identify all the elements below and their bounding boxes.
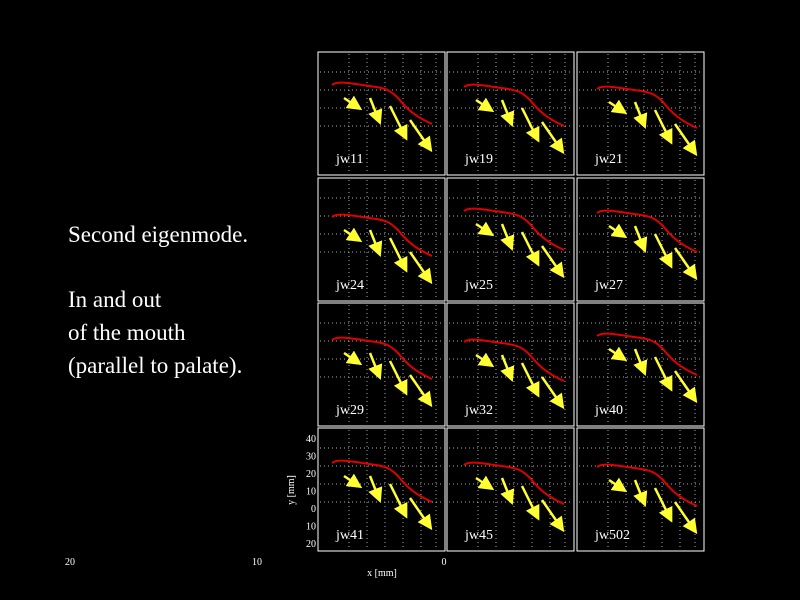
y-axis-label: y [mm] [286, 475, 297, 505]
panel-frame [446, 51, 575, 176]
panel: jw27 [576, 177, 705, 302]
x-tick-label: 10 [252, 557, 262, 568]
panel-frame [576, 51, 705, 176]
panel: jw45 [446, 427, 575, 552]
panel-traces [597, 334, 697, 397]
panel-traces [332, 83, 432, 146]
panel: jw32 [446, 302, 575, 427]
panel-label: jw25 [464, 278, 493, 293]
panel-traces [597, 211, 697, 274]
panel-frame [576, 302, 705, 427]
slide-text: of the mouth [68, 320, 186, 345]
panel: jw11 [317, 51, 446, 176]
panel-frame [446, 177, 575, 302]
panel-frame [576, 427, 705, 552]
panel-label: jw41 [335, 528, 364, 543]
panel-label: jw19 [464, 152, 493, 167]
slide-text: Second eigenmode. [68, 222, 248, 247]
y-tick-label: 40 [306, 434, 316, 445]
panel: jw40 [576, 302, 705, 427]
panel-traces [332, 338, 432, 401]
panel-frame [317, 302, 446, 427]
panel-label: jw29 [335, 403, 364, 418]
y-tick-label: 10 [306, 487, 316, 498]
panel-label: jw27 [594, 278, 623, 293]
panel-traces [332, 215, 432, 278]
panel-frame [446, 427, 575, 552]
panel-frame [317, 177, 446, 302]
panel-label: jw45 [464, 528, 493, 543]
slide-text: In and out [68, 287, 162, 312]
panel-frame [576, 177, 705, 302]
y-tick-label: 30 [306, 452, 316, 463]
slide-text: (parallel to palate). [68, 353, 242, 378]
panel-label: jw24 [335, 278, 364, 293]
panel-traces [597, 465, 697, 528]
panel-label: jw502 [594, 528, 630, 543]
x-tick-label: 20 [65, 557, 75, 568]
panel-label: jw11 [335, 152, 363, 167]
y-tick-label: 20 [306, 469, 316, 480]
panel-frame [317, 51, 446, 176]
y-tick-label: 0 [311, 504, 316, 515]
panel: jw29 [317, 302, 446, 427]
panel-frame [317, 427, 446, 552]
y-tick-label: 10 [306, 522, 316, 533]
y-tick-label: 20 [306, 539, 316, 550]
panel-label: jw40 [594, 403, 623, 418]
panel-traces [597, 87, 697, 150]
panel-label: jw21 [594, 152, 623, 167]
panel: jw41 [317, 427, 446, 552]
x-axis-label: x [mm] [367, 568, 397, 579]
x-tick-label: 0 [442, 557, 447, 568]
panel: jw21 [576, 51, 705, 176]
panel-frame [446, 302, 575, 427]
panel: jw25 [446, 177, 575, 302]
panel: jw19 [446, 51, 575, 176]
panel-label: jw32 [464, 403, 493, 418]
panel: jw24 [317, 177, 446, 302]
panel: jw502 [576, 427, 705, 552]
panel-traces [332, 461, 432, 524]
